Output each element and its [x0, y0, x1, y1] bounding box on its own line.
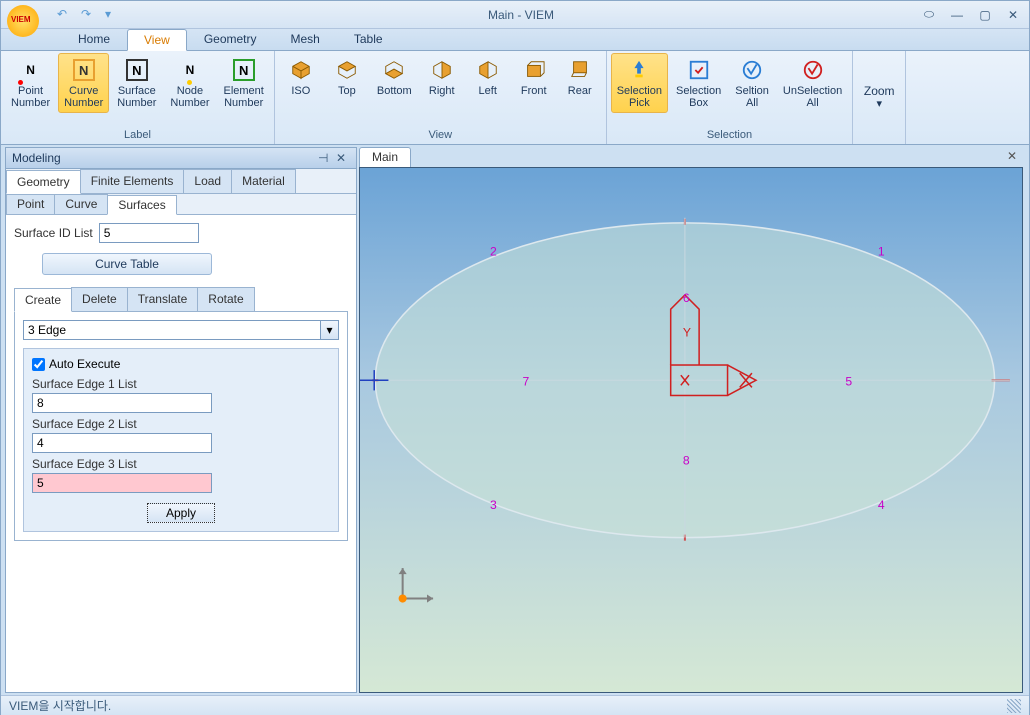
pin-icon[interactable]: ⊣: [318, 151, 332, 165]
ribbon-group-zoom: Zoom▾: [853, 51, 906, 144]
ribbon-group-selection-title: Selection: [611, 128, 849, 142]
ribbon-group-label-title: Label: [5, 128, 270, 142]
edge1-input[interactable]: [32, 393, 212, 413]
edge-type-dropdown-icon[interactable]: ▾: [321, 320, 339, 340]
ops-tab-delete[interactable]: Delete: [71, 287, 128, 311]
iso-view-button[interactable]: ISO: [279, 53, 323, 101]
ops-tabs: Create Delete Translate Rotate: [14, 287, 348, 312]
ribbon-group-view: ISO Top Bottom Right Left Front Rear Vie…: [275, 51, 607, 144]
ribbon-tab-geometry[interactable]: Geometry: [187, 28, 274, 50]
panel-top-tabs: Geometry Finite Elements Load Material: [6, 169, 356, 194]
close-icon[interactable]: ✕: [1003, 7, 1023, 23]
svg-text:3: 3: [490, 498, 497, 512]
top-view-button[interactable]: Top: [325, 53, 369, 101]
window-title: Main - VIEM: [123, 8, 919, 22]
node-number-button[interactable]: NNode Number: [164, 53, 215, 113]
right-view-button[interactable]: Right: [420, 53, 464, 101]
svg-text:6: 6: [683, 291, 690, 305]
tab-material[interactable]: Material: [231, 169, 296, 193]
surface-id-input[interactable]: [99, 223, 199, 243]
svg-text:4: 4: [878, 498, 885, 512]
surface-id-label: Surface ID List: [14, 226, 93, 240]
redo-icon[interactable]: ↷: [81, 7, 99, 23]
ribbon-group-view-title: View: [279, 128, 602, 142]
zoom-button[interactable]: Zoom▾: [857, 53, 901, 114]
svg-text:2: 2: [490, 244, 497, 258]
element-number-button[interactable]: NElement Number: [218, 53, 270, 113]
status-text: VIEM을 시작합니다.: [9, 697, 111, 714]
ribbon-tab-view[interactable]: View: [127, 29, 187, 51]
workspace: Modeling ⊣ ✕ Geometry Finite Elements Lo…: [1, 145, 1029, 695]
svg-text:7: 7: [522, 374, 529, 388]
rear-view-button[interactable]: Rear: [558, 53, 602, 101]
modeling-panel: Modeling ⊣ ✕ Geometry Finite Elements Lo…: [5, 147, 357, 693]
edge3-label: Surface Edge 3 List: [32, 457, 330, 471]
select-all-button[interactable]: Seltion All: [729, 53, 775, 113]
surface-number-button[interactable]: NSurface Number: [111, 53, 162, 113]
unselect-all-button[interactable]: UnSelection All: [777, 53, 848, 113]
resize-grip-icon[interactable]: [1007, 699, 1021, 713]
curve-table-button[interactable]: Curve Table: [42, 253, 212, 275]
viewport-wrap: Main ✕: [359, 147, 1023, 693]
tab-load[interactable]: Load: [183, 169, 232, 193]
ribbon-tab-mesh[interactable]: Mesh: [274, 28, 337, 50]
subtab-surfaces[interactable]: Surfaces: [107, 195, 176, 215]
edge2-label: Surface Edge 2 List: [32, 417, 330, 431]
viewport-3d[interactable]: Y 1 2 3 4 5 6 7 8: [359, 167, 1023, 693]
edge1-label: Surface Edge 1 List: [32, 377, 330, 391]
modeling-panel-title: Modeling: [12, 151, 61, 165]
selection-pick-button[interactable]: Selection Pick: [611, 53, 668, 113]
tab-geometry[interactable]: Geometry: [6, 170, 81, 194]
modeling-panel-header: Modeling ⊣ ✕: [6, 148, 356, 169]
panel-close-icon[interactable]: ✕: [336, 151, 350, 165]
auto-execute-checkbox[interactable]: [32, 358, 45, 371]
ribbon: NPoint Number NCurve Number NSurface Num…: [1, 51, 1029, 145]
panel-sub-tabs: Point Curve Surfaces: [6, 194, 356, 215]
status-bar: VIEM을 시작합니다.: [1, 695, 1029, 715]
ribbon-group-selection: Selection Pick Selection Box Seltion All…: [607, 51, 854, 144]
ribbon-tab-strip: Home View Geometry Mesh Table: [1, 29, 1029, 51]
minimize-icon[interactable]: —: [947, 7, 967, 23]
front-view-button[interactable]: Front: [512, 53, 556, 101]
ribbon-group-label: NPoint Number NCurve Number NSurface Num…: [1, 51, 275, 144]
auto-execute-label: Auto Execute: [49, 357, 120, 371]
edge-type-combo[interactable]: [23, 320, 321, 340]
point-number-button[interactable]: NPoint Number: [5, 53, 56, 113]
svg-text:Y: Y: [683, 326, 691, 340]
qat-dropdown-icon[interactable]: ▾: [105, 7, 123, 23]
viewport-tab-main[interactable]: Main: [359, 147, 411, 167]
subtab-curve[interactable]: Curve: [54, 194, 108, 214]
svg-text:1: 1: [878, 244, 885, 258]
help-icon[interactable]: ⬭: [919, 7, 939, 23]
svg-text:5: 5: [845, 374, 852, 388]
subtab-point[interactable]: Point: [6, 194, 55, 214]
title-bar: ↶ ↷ ▾ Main - VIEM ⬭ — ▢ ✕: [1, 1, 1029, 29]
quick-access-toolbar: ↶ ↷ ▾: [57, 7, 123, 23]
ops-body: ▾ Auto Execute Surface Edge 1 List Surfa…: [14, 312, 348, 541]
curve-number-button[interactable]: NCurve Number: [58, 53, 109, 113]
ops-tab-create[interactable]: Create: [14, 288, 72, 312]
ribbon-tab-table[interactable]: Table: [337, 28, 400, 50]
tab-finite-elements[interactable]: Finite Elements: [80, 169, 185, 193]
ops-tab-translate[interactable]: Translate: [127, 287, 199, 311]
maximize-icon[interactable]: ▢: [975, 7, 995, 23]
selection-box-button[interactable]: Selection Box: [670, 53, 727, 113]
bottom-view-button[interactable]: Bottom: [371, 53, 418, 101]
edge2-input[interactable]: [32, 433, 212, 453]
edge3-input[interactable]: [32, 473, 212, 493]
ribbon-tab-home[interactable]: Home: [61, 28, 127, 50]
viewport-close-icon[interactable]: ✕: [1001, 147, 1023, 167]
left-view-button[interactable]: Left: [466, 53, 510, 101]
app-logo: [7, 5, 39, 37]
apply-button[interactable]: Apply: [147, 503, 215, 523]
svg-text:8: 8: [683, 454, 690, 468]
ops-tab-rotate[interactable]: Rotate: [197, 287, 254, 311]
viewport-canvas: Y 1 2 3 4 5 6 7 8: [360, 168, 1022, 692]
undo-icon[interactable]: ↶: [57, 7, 75, 23]
